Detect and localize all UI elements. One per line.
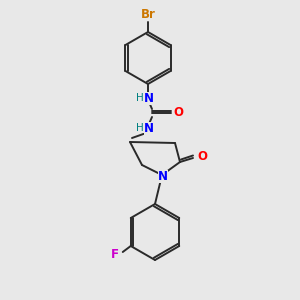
Text: O: O	[197, 151, 207, 164]
Text: H: H	[136, 93, 144, 103]
Text: O: O	[173, 106, 183, 119]
Text: N: N	[158, 169, 168, 182]
Text: F: F	[111, 248, 119, 262]
Text: N: N	[144, 92, 154, 104]
Text: H: H	[136, 123, 144, 133]
Text: N: N	[144, 122, 154, 134]
Text: Br: Br	[141, 8, 155, 20]
